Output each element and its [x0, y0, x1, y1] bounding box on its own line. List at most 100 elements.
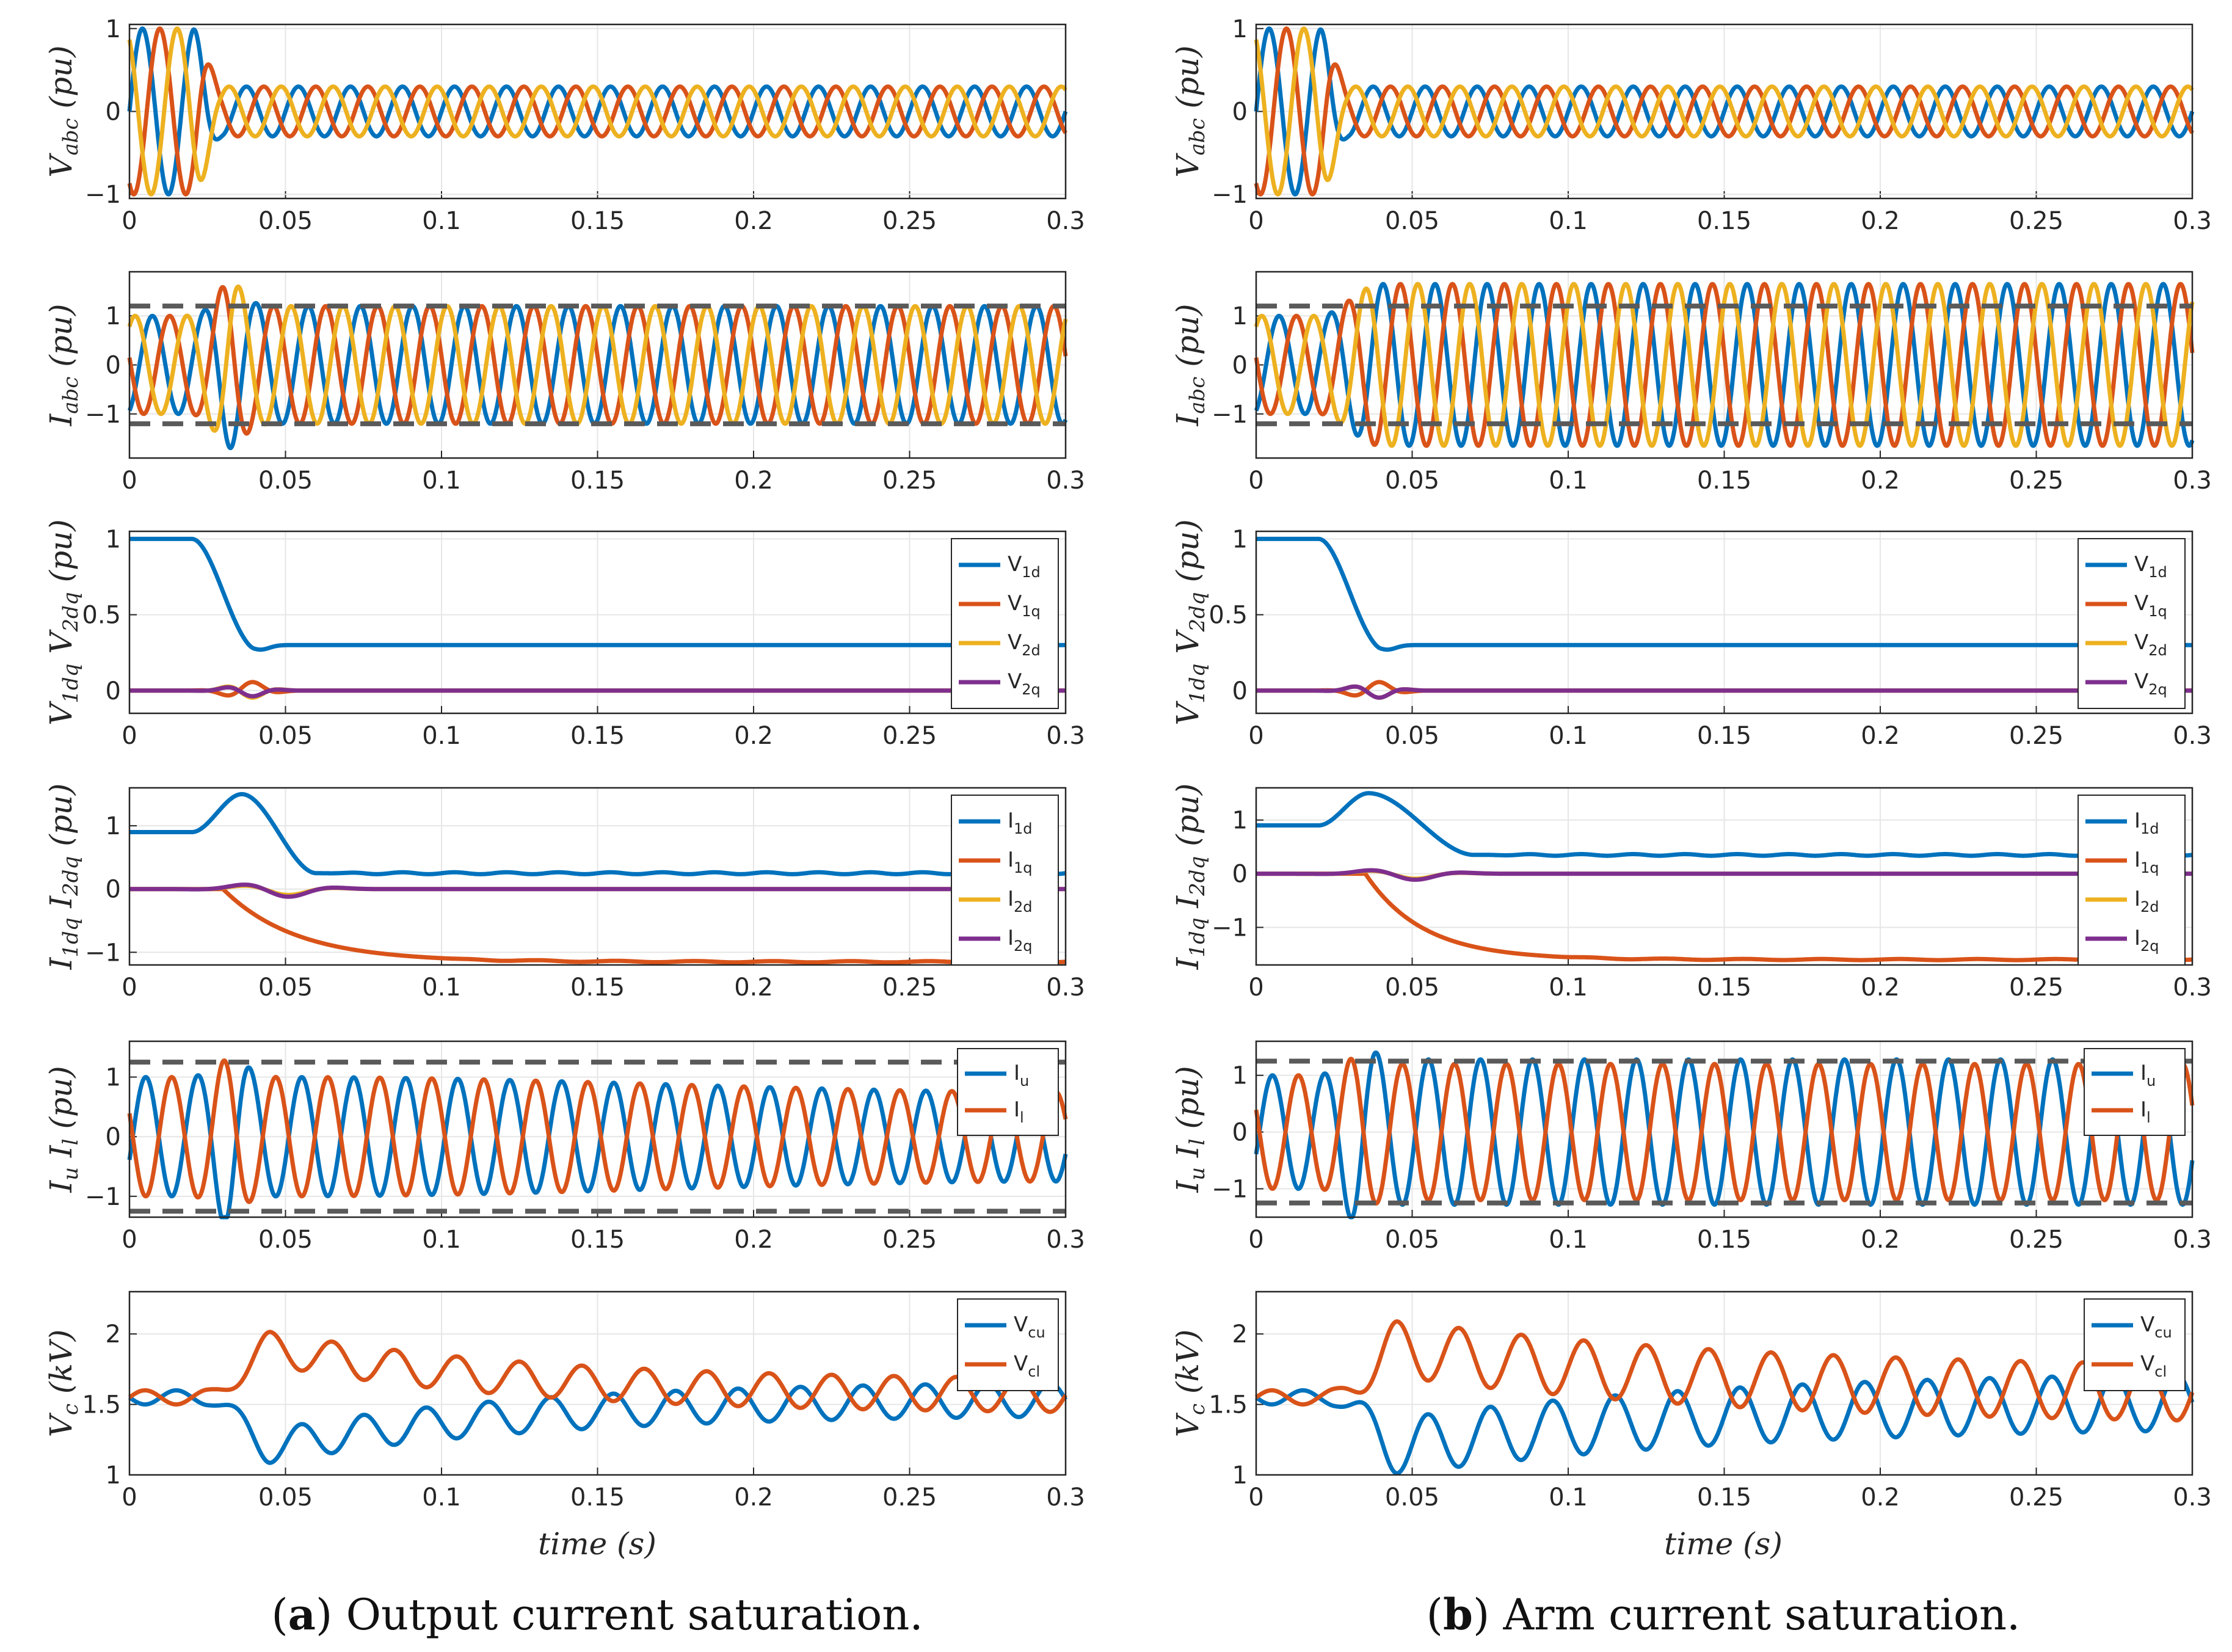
x-tick-label: 0.25 — [882, 467, 937, 495]
xlabel-b: time (s) — [1664, 1526, 1783, 1562]
x-tick-label: 0.15 — [1697, 1226, 1751, 1254]
legend-label-V1d: V1d — [1008, 552, 1041, 581]
y-tick-label: 1 — [106, 1461, 121, 1490]
x-tick-label: 0.2 — [1861, 207, 1900, 235]
x-tick-label: 0.2 — [1861, 467, 1900, 495]
legend-box — [2084, 1048, 2186, 1136]
series-line-Vcl — [128, 1330, 1067, 1414]
x-tick-label: 0.15 — [1697, 467, 1751, 495]
chart-a-2: 0 0.05 0.1 0.15 0.2 0.25 0.3 0 0.5 1 V1dq V2dq (pu… — [43, 519, 1085, 750]
x-tick-label: 0 — [122, 467, 137, 495]
chart-a-1: 0 0.05 0.1 0.15 0.2 0.25 0.3 −1 0 1 Iabc (pu) — [43, 271, 1085, 495]
x-tick-label: 0.25 — [2009, 1226, 2063, 1254]
legend-label-V2q: V2q — [1008, 669, 1041, 698]
series-line-Vb — [127, 26, 1067, 197]
x-tick-label: 0 — [122, 207, 137, 235]
y-tick-label: 0 — [106, 98, 121, 126]
series-line-Vcu — [1254, 1372, 2195, 1476]
x-tick-label: 0.1 — [422, 973, 461, 1002]
series-line-I1q — [128, 887, 1067, 965]
x-tick-label: 0.25 — [882, 973, 937, 1002]
legend: V1d V1q V2d V2q — [2078, 538, 2186, 709]
x-tick-label: 0.25 — [882, 722, 937, 750]
legend-box — [957, 1048, 1059, 1136]
x-tick-label: 0.1 — [422, 722, 461, 750]
x-tick-label: 0.2 — [734, 973, 773, 1002]
y-tick-label: −1 — [1212, 914, 1248, 942]
x-tick-label: 0.15 — [570, 722, 625, 750]
legend-label-Vcl: Vcl — [2140, 1352, 2167, 1380]
series-line-V1d — [128, 536, 1067, 652]
y-tick-label: −1 — [85, 1183, 121, 1211]
series-line-Iu — [127, 1065, 1068, 1220]
x-tick-label: 0.3 — [1046, 207, 1085, 235]
y-tick-label: 2 — [106, 1320, 121, 1348]
y-tick-label: −1 — [85, 939, 121, 967]
y-tick-label: 2 — [1232, 1320, 1248, 1348]
x-tick-label: 0.3 — [2173, 467, 2212, 495]
x-tick-label: 0.3 — [2173, 1226, 2212, 1254]
series-line-Va — [1254, 26, 2195, 197]
y-tick-label: 0 — [106, 1123, 121, 1151]
series-line-Vcu — [128, 1380, 1068, 1465]
x-tick-label: 0.25 — [2009, 467, 2063, 495]
x-tick-label: 0.2 — [1861, 722, 1900, 750]
series-line-Vcl — [1254, 1319, 2195, 1423]
chart-b-1: 0 0.05 0.1 0.15 0.2 0.25 0.3 −1 0 1 Iabc (pu) — [1170, 271, 2212, 495]
y-tick-label: 1 — [106, 1064, 121, 1092]
x-tick-label: 0.05 — [258, 207, 313, 235]
x-tick-label: 0.1 — [422, 1226, 461, 1254]
axes-frame — [1255, 530, 2194, 715]
legend: I1d I1q I2d I2q — [951, 795, 1059, 966]
x-tick-label: 0 — [122, 1226, 137, 1254]
x-tick-label: 0.25 — [882, 207, 937, 235]
x-tick-label: 0.2 — [1861, 1483, 1900, 1512]
x-tick-label: 0.2 — [734, 1226, 773, 1254]
y-tick-label: 1 — [1232, 807, 1248, 835]
y-tick-label: 1.5 — [1209, 1391, 1248, 1419]
y-tick-label: 1 — [1232, 1062, 1248, 1090]
series-line-V1d — [1254, 536, 2194, 652]
legend-label-I1q: I1q — [2134, 848, 2159, 876]
x-tick-label: 0.1 — [1549, 1226, 1588, 1254]
y-axis-label: Iabc (pu) — [1170, 304, 1210, 427]
legend: Iu Il — [957, 1048, 1059, 1136]
y-tick-label: 1 — [1232, 1461, 1248, 1490]
caption-a-letter: a — [288, 1589, 316, 1640]
axes-frame — [1255, 23, 2194, 200]
legend-label-Iu: Iu — [2140, 1061, 2156, 1090]
legend-label-Vcl: Vcl — [1014, 1352, 1040, 1380]
x-tick-label: 0.1 — [422, 207, 461, 235]
x-tick-label: 0.1 — [1549, 207, 1588, 235]
legend-label-V1d: V1d — [2134, 552, 2167, 581]
caption-b-letter: b — [1443, 1589, 1473, 1640]
x-tick-label: 0.15 — [570, 1226, 625, 1254]
x-tick-label: 0.05 — [1385, 973, 1439, 1002]
legend-label-Il: Il — [1014, 1097, 1024, 1126]
x-tick-label: 0.05 — [1385, 1483, 1439, 1512]
legend-label-V1q: V1q — [1008, 591, 1041, 620]
y-tick-label: −1 — [1212, 181, 1248, 209]
x-tick-label: 0.25 — [882, 1483, 937, 1512]
series-line-V2q — [1254, 684, 2194, 700]
y-tick-label: 0 — [1232, 861, 1248, 889]
y-tick-label: 0 — [106, 677, 121, 705]
x-tick-label: 0.25 — [2009, 207, 2063, 235]
y-axis-label: I1dq I2dq (pu) — [1170, 784, 1210, 970]
x-tick-label: 0.25 — [882, 1226, 937, 1254]
series-line-Ic — [1254, 282, 2195, 448]
y-tick-label: 1 — [1232, 15, 1248, 43]
x-tick-label: 0.25 — [2009, 722, 2063, 750]
x-tick-label: 0.3 — [1046, 1483, 1085, 1512]
series-line-Vb — [1254, 26, 2194, 197]
axes-frame — [128, 787, 1067, 966]
x-tick-label: 0.05 — [258, 722, 313, 750]
legend-label-I1d: I1d — [2134, 809, 2159, 837]
series-line-Ib — [1254, 282, 2195, 448]
y-axis-label: Iabc (pu) — [43, 304, 83, 427]
y-tick-label: 1 — [106, 812, 121, 840]
